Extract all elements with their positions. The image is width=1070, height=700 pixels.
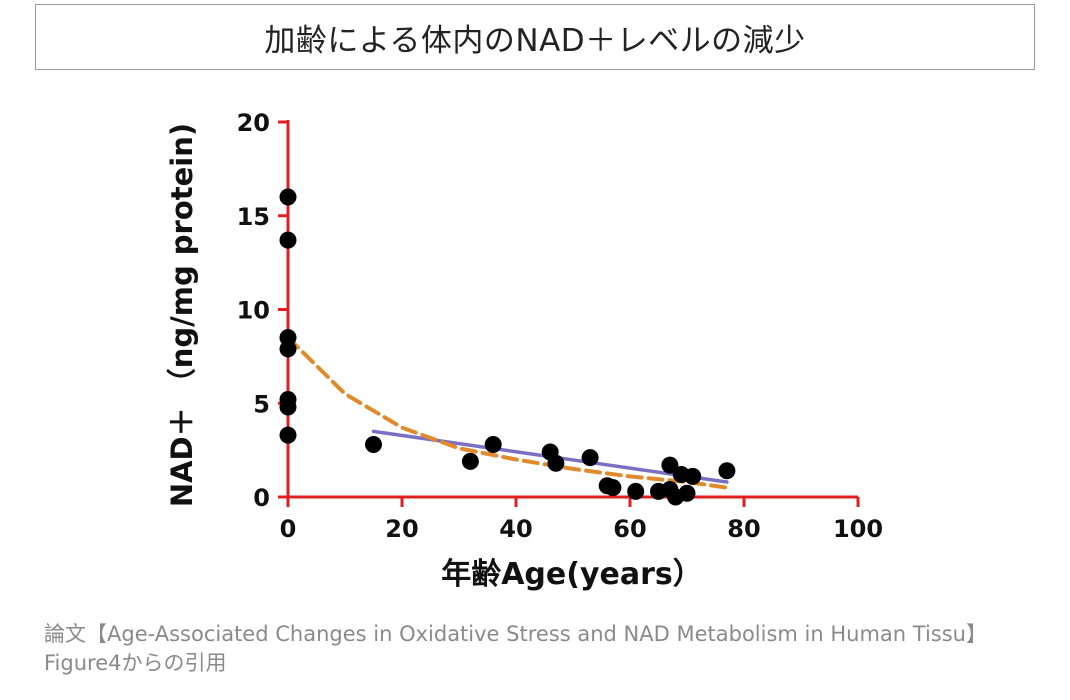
y-tick-label: 0 <box>253 484 270 512</box>
data-point <box>627 482 645 500</box>
data-point <box>365 436 382 453</box>
chart-title-box: 加齢による体内のNAD＋レベルの減少 <box>35 4 1035 70</box>
data-point <box>279 398 297 416</box>
chart-axes: 0 5 10 15 20 0 20 40 60 80 100 <box>237 109 883 543</box>
data-point <box>678 484 696 502</box>
x-axis-label: 年齢Age(years） <box>441 557 703 592</box>
source-caption: 論文【Age-Associated Changes in Oxidative S… <box>44 620 1044 678</box>
data-point <box>661 456 679 474</box>
x-tick-label: 20 <box>385 515 418 543</box>
data-point <box>581 449 599 467</box>
y-tick-label: 10 <box>237 297 270 325</box>
data-point <box>547 454 565 472</box>
caption-line-1: 論文【Age-Associated Changes in Oxidative S… <box>44 622 987 646</box>
data-point <box>279 231 297 249</box>
y-tick-label: 15 <box>237 203 270 231</box>
y-tick-label: 20 <box>237 109 270 137</box>
x-tick-label: 100 <box>833 515 883 543</box>
nad-scatter-chart: 0 5 10 15 20 0 20 40 60 80 100 年齢Age(years） NAD＋ （… <box>165 109 883 592</box>
data-point <box>279 426 297 444</box>
caption-line-2: Figure4からの引用 <box>44 651 227 675</box>
exponential-fit-curve <box>286 335 729 490</box>
data-point <box>461 452 479 470</box>
data-point <box>279 188 297 206</box>
y-axis-label: NAD＋ （ng/mg protein) <box>165 123 199 507</box>
x-tick-label: 80 <box>727 515 760 543</box>
data-point <box>604 479 622 497</box>
x-tick-label: 0 <box>280 515 297 543</box>
data-point <box>718 462 736 480</box>
chart-title: 加齢による体内のNAD＋レベルの減少 <box>264 22 806 59</box>
data-point <box>279 340 297 358</box>
x-tick-label: 40 <box>499 515 532 543</box>
y-tick-label: 5 <box>253 390 270 418</box>
x-tick-label: 60 <box>613 515 646 543</box>
data-point <box>484 436 502 453</box>
data-point <box>684 467 702 485</box>
chart-marks <box>279 188 736 506</box>
